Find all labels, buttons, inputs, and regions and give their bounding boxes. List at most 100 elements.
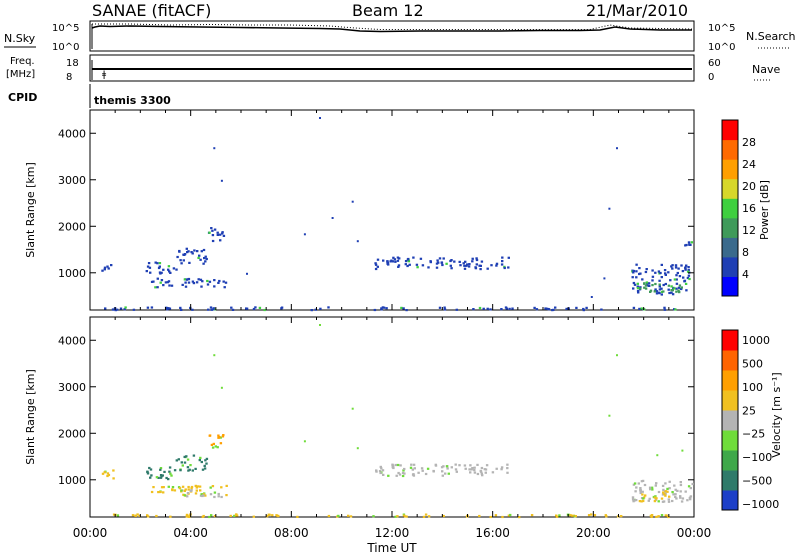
- power-echo-cell: [667, 288, 670, 291]
- velocity-echo-cell: [375, 470, 378, 473]
- velocity-echo-cell: [410, 463, 413, 466]
- velocity-echo-point: [356, 447, 359, 450]
- power-echo-cell: [475, 257, 478, 260]
- velocity-echo-cell: [631, 498, 635, 501]
- velocity-echo-cell: [555, 514, 558, 517]
- power-echo-cell: [662, 290, 665, 293]
- velocity-echo-cell: [484, 468, 488, 471]
- power-echo-cell: [397, 264, 401, 267]
- power-echo-cell: [463, 267, 467, 270]
- velocity-echo-cell: [455, 470, 458, 473]
- power-echo-point: [220, 179, 223, 182]
- velocity-echo-cell: [380, 467, 383, 470]
- velocity-echo-cell: [403, 467, 406, 471]
- power-echo-cell: [669, 279, 672, 282]
- power-xticks: [89, 110, 695, 310]
- power-echo-cell: [479, 268, 482, 271]
- power-echo-cell: [398, 257, 401, 260]
- velocity-echo-cell: [146, 472, 150, 475]
- power-echo-cell: [675, 290, 678, 293]
- power-echo-cell: [104, 307, 107, 310]
- power-echo-cell: [203, 257, 206, 260]
- velocity-echo-cell: [638, 500, 642, 503]
- velocity-echo-cell: [440, 466, 444, 469]
- velocity-echo-cell: [641, 493, 644, 496]
- power-echo-cell: [192, 282, 196, 285]
- power-echo-cell: [145, 270, 148, 273]
- power-echo-cell: [373, 308, 377, 312]
- power-echo-cell: [680, 264, 683, 267]
- power-echo-cell: [310, 309, 313, 312]
- power-echo-cell: [182, 259, 185, 262]
- power-colorbar-tick: 12: [742, 224, 756, 237]
- power-echo-cell: [405, 309, 408, 312]
- power-echo-cell: [651, 269, 654, 272]
- velocity-echo-cell: [444, 472, 447, 475]
- power-echo-cell: [565, 307, 568, 310]
- power-echo-cell: [164, 281, 168, 284]
- velocity-echo-cell: [662, 488, 665, 491]
- power-echo-cluster: [150, 277, 228, 289]
- power-yticks: 1000 2000 3000 4000: [58, 127, 694, 280]
- power-echo-cell: [147, 262, 151, 265]
- power-echo-cell: [660, 293, 663, 296]
- power-echo-cell: [101, 269, 104, 272]
- velocity-echo-cell: [661, 484, 665, 487]
- power-echo-cell: [402, 307, 405, 310]
- power-echo-cell: [678, 284, 682, 287]
- velocity-colorbar-frame: [721, 329, 739, 511]
- velocity-colorbar-tick: −1000: [742, 498, 779, 511]
- velocity-echo-cell: [149, 468, 153, 471]
- velocity-echo-cell: [441, 470, 444, 473]
- power-echo-cell: [196, 250, 199, 253]
- x-tick-label: 20:00: [576, 526, 611, 540]
- power-echo-cluster: [207, 227, 226, 243]
- power-colorbar: 4 8 12 16 20 24 28: [721, 119, 756, 297]
- power-echo-cell: [252, 307, 256, 311]
- power-echo-cell: [466, 263, 469, 266]
- velocity-colorbar-segment: [722, 370, 738, 391]
- velocity-echo-cell: [201, 515, 204, 518]
- velocity-echo-cluster: [208, 434, 225, 449]
- velocity-echo-cell: [180, 461, 183, 464]
- power-echo-cell: [636, 287, 640, 290]
- power-echo-cell: [213, 228, 217, 231]
- velocity-echo-cell: [349, 515, 353, 518]
- velocity-echo-cell: [679, 495, 682, 498]
- power-echo-cell: [585, 306, 588, 309]
- velocity-echo-cell: [681, 497, 685, 500]
- power-echo-cell: [680, 286, 683, 289]
- power-echo-cell: [467, 265, 471, 268]
- velocity-echo-cell: [396, 515, 399, 518]
- power-echo-cell: [202, 262, 205, 265]
- power-colorbar-tick: 16: [742, 202, 756, 215]
- power-echo-cell: [639, 272, 642, 275]
- power-echo-cell: [190, 251, 193, 254]
- power-echo-cell: [217, 281, 220, 284]
- power-echo-point: [331, 217, 334, 219]
- power-echo-cell: [582, 309, 585, 312]
- power-echo-cell: [396, 259, 400, 262]
- power-echo-cell: [184, 285, 188, 288]
- velocity-colorbar-tick: 25: [742, 404, 756, 417]
- velocity-colorbar-tick: 100: [742, 381, 763, 394]
- power-echo-cell: [183, 278, 187, 281]
- velocity-echo-cell: [424, 513, 428, 516]
- velocity-echo-cell: [202, 494, 205, 497]
- power-echo-cell: [216, 231, 219, 234]
- power-echo-cell: [450, 267, 453, 270]
- power-echo-cell: [159, 281, 162, 284]
- power-echo-cell: [507, 256, 510, 259]
- nave-bottom-value: 0: [708, 72, 714, 83]
- power-echo-cell: [213, 285, 216, 288]
- velocity-echo-cell: [434, 464, 438, 467]
- velocity-echo-cell: [491, 471, 495, 474]
- velocity-echo-cell: [409, 466, 413, 469]
- power-echo-cell: [507, 266, 510, 269]
- power-echo-cell: [180, 262, 183, 265]
- velocity-echo-cell: [112, 477, 115, 480]
- power-colorbar-segment: [722, 198, 738, 219]
- power-echo-cell: [635, 276, 638, 279]
- power-echo-cluster: [639, 282, 683, 294]
- velocity-echo-cell: [159, 474, 163, 477]
